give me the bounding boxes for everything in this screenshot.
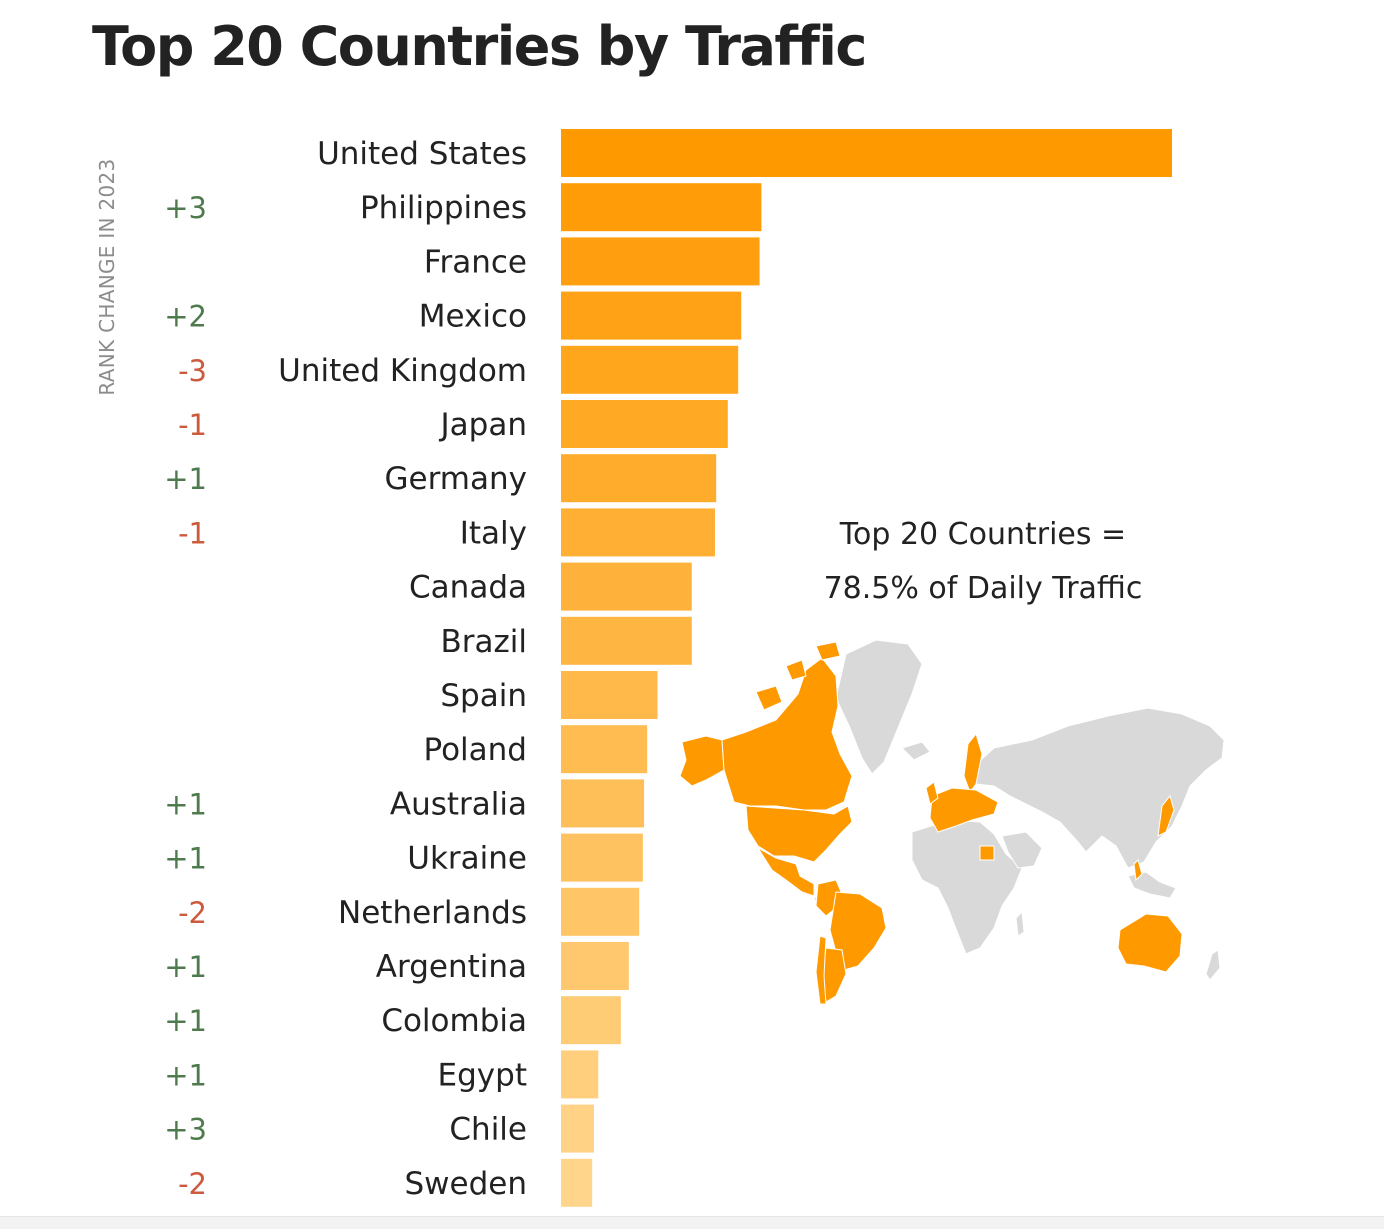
canada-shape [721,657,853,811]
rank-change-value: +2 [164,300,207,334]
category-label: Philippines [360,190,527,226]
japan-shape [1157,794,1175,837]
rank-change-value: +1 [164,950,207,984]
arabia-shape [1001,831,1043,869]
category-label: Poland [424,732,528,768]
category-label: France [424,244,527,280]
bar-ukraine [561,833,643,882]
rank-change-value: +1 [164,462,207,496]
western-europe-shape [929,787,999,833]
bar-australia [561,779,645,828]
alaska-shape [679,735,725,787]
bar-japan [561,400,728,448]
bar-germany [561,454,717,503]
bar-colombia [561,996,621,1045]
rank-change-value: -2 [178,1167,207,1201]
category-label: Colombia [381,1003,527,1039]
category-label: Germany [385,461,527,497]
greenland-shape [835,639,923,775]
iceland-shape [901,741,931,761]
bar-chile [561,1104,594,1153]
bar-egypt [561,1050,599,1099]
bar-united-states [561,129,1172,177]
new-zealand-shape [1205,949,1221,981]
annotation-line-2: 78.5% of Daily Traffic [823,571,1143,606]
category-label: Ukraine [407,841,527,877]
category-label: Spain [440,678,527,714]
bar-united-kingdom [561,345,739,394]
rank-change-value: +1 [164,1004,207,1038]
chile-shape [815,935,827,1005]
bottom-divider [0,1216,1384,1229]
bar-france [561,237,760,286]
rank-change-value: -2 [178,896,207,930]
bar-canada [561,562,692,611]
scandinavia-shape [963,732,983,794]
world-map [679,639,1225,1005]
mexico-shape [757,847,815,897]
category-label: Italy [460,515,527,551]
rank-change-value: -3 [178,354,207,388]
bar-argentina [561,942,629,990]
rank-change-value: +1 [164,1058,207,1092]
united-kingdom-shape [925,781,939,805]
rank-change-value: +1 [164,787,207,821]
category-label: United Kingdom [278,353,527,389]
bar-poland [561,725,648,774]
bar-philippines [561,183,762,232]
bar-spain [561,671,658,719]
chart-title: Top 20 Countries by Traffic [92,15,867,78]
united-states-shape [745,805,853,863]
rank-change-value: -1 [178,408,207,442]
category-label: Sweden [404,1166,527,1202]
brazil-shape [829,891,887,971]
bar-mexico [561,291,742,340]
category-label: United States [317,136,527,172]
rank-change-value: +3 [164,1113,207,1147]
category-label: Mexico [419,299,527,335]
rank-change-value: -1 [178,516,207,550]
category-label: Netherlands [338,895,527,931]
traffic-share-annotation: Top 20 Countries = 78.5% of Daily Traffi… [800,508,1166,616]
rank-change-value: +1 [164,842,207,876]
category-label: Chile [449,1112,527,1148]
bar-sweden [561,1158,593,1207]
category-label: Argentina [376,949,527,985]
canada-arctic-islands-shape [755,641,841,711]
map-highlight-countries [679,641,1183,1005]
category-label: Australia [390,786,527,822]
category-label: Brazil [440,624,527,660]
philippines-shape [1133,859,1143,882]
category-label: Canada [409,570,527,606]
madagascar-shape [1015,910,1025,937]
rank-change-value: +3 [164,191,207,225]
category-label: Japan [439,407,527,443]
bar-brazil [561,616,692,665]
australia-shape [1117,913,1183,973]
category-label: Egypt [438,1057,527,1093]
bar-italy [561,508,715,557]
annotation-line-1: Top 20 Countries = [839,517,1127,552]
egypt-shape [979,845,995,861]
bar-netherlands [561,887,640,936]
southeast-asia-islands-shape [1127,871,1177,899]
